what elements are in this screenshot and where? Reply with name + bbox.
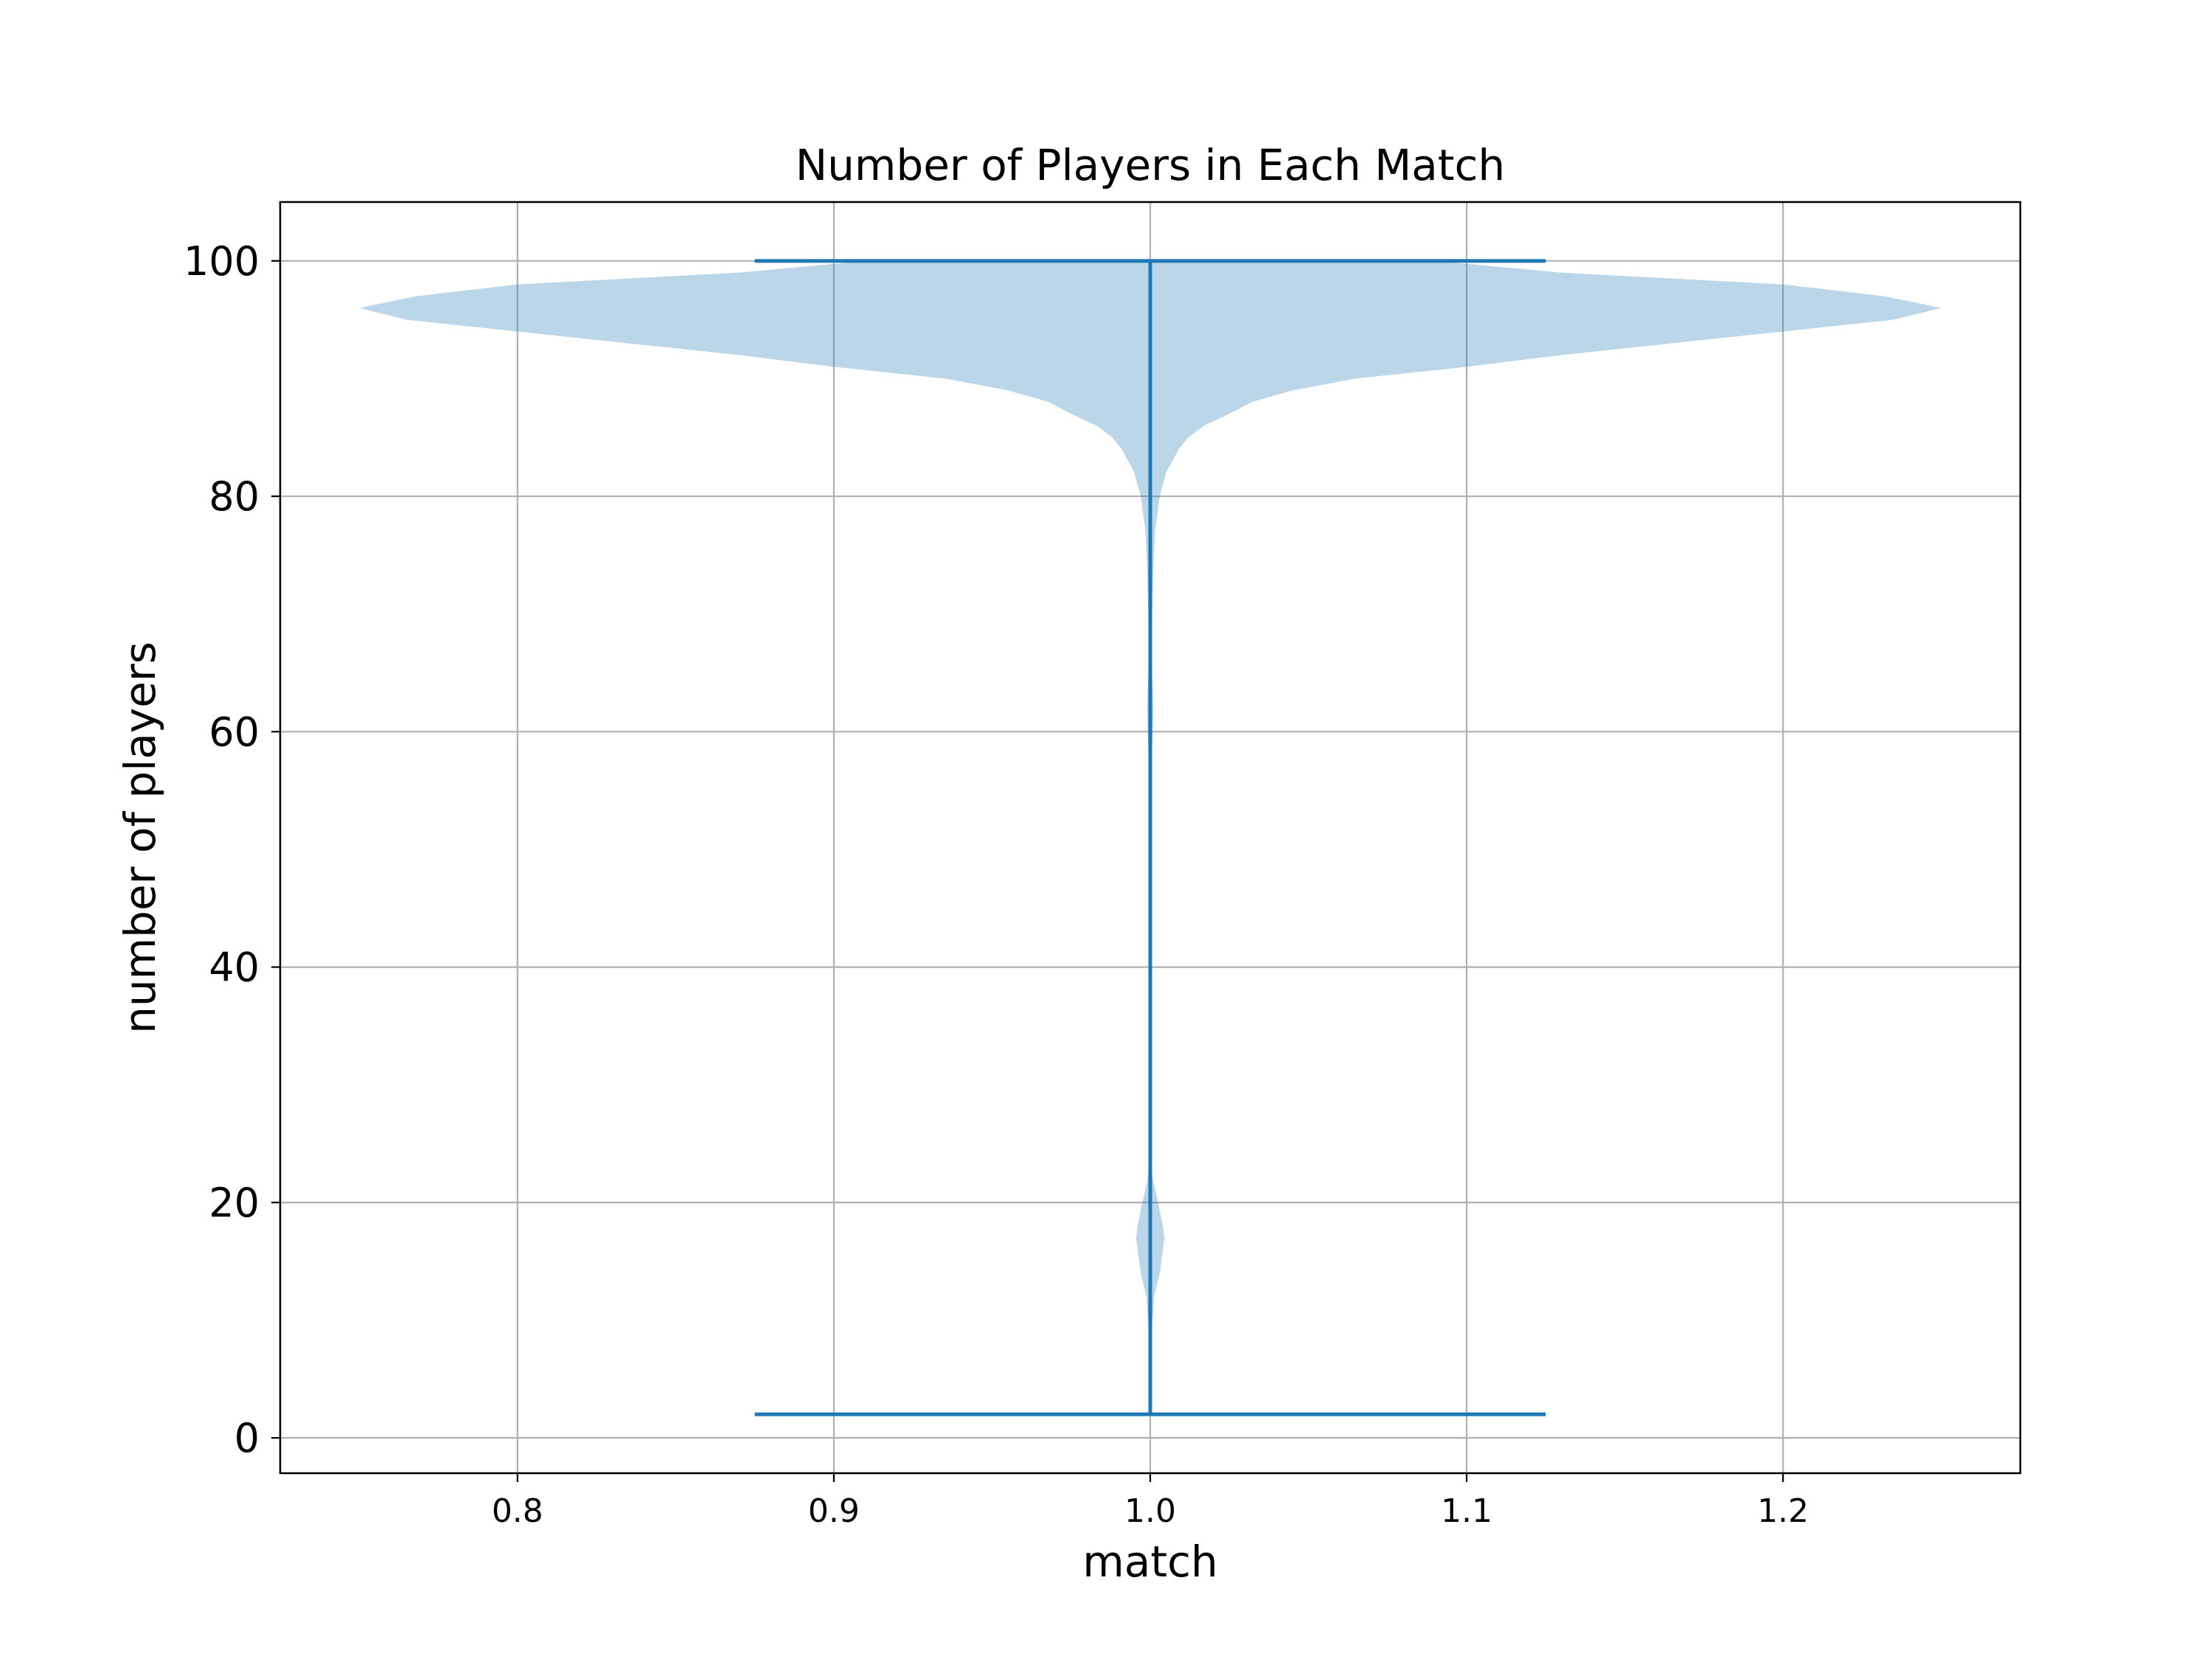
y-tick-label: 60: [209, 709, 260, 755]
y-tick-label: 0: [234, 1415, 260, 1461]
x-tick-label: 1.1: [1441, 1492, 1492, 1530]
violin-lines-group: [754, 259, 1546, 1416]
x-tick-label: 0.9: [808, 1492, 860, 1530]
x-tick-label: 0.8: [492, 1492, 543, 1530]
x-tick-label: 1.2: [1757, 1492, 1809, 1530]
y-axis-label: number of players: [115, 641, 165, 1034]
y-tick-label: 80: [209, 473, 260, 520]
chart-title: Number of Players in Each Match: [796, 140, 1505, 190]
ticks: 0.8 0.9 1.0 1.1 1.2 0 20 40 60 80 100: [184, 238, 1809, 1530]
y-tick-label: 40: [209, 945, 260, 991]
y-tick-label: 100: [184, 238, 260, 285]
x-axis-label: match: [1082, 1537, 1217, 1587]
y-tick-label: 20: [209, 1180, 260, 1226]
x-tick-label: 1.0: [1124, 1492, 1176, 1530]
